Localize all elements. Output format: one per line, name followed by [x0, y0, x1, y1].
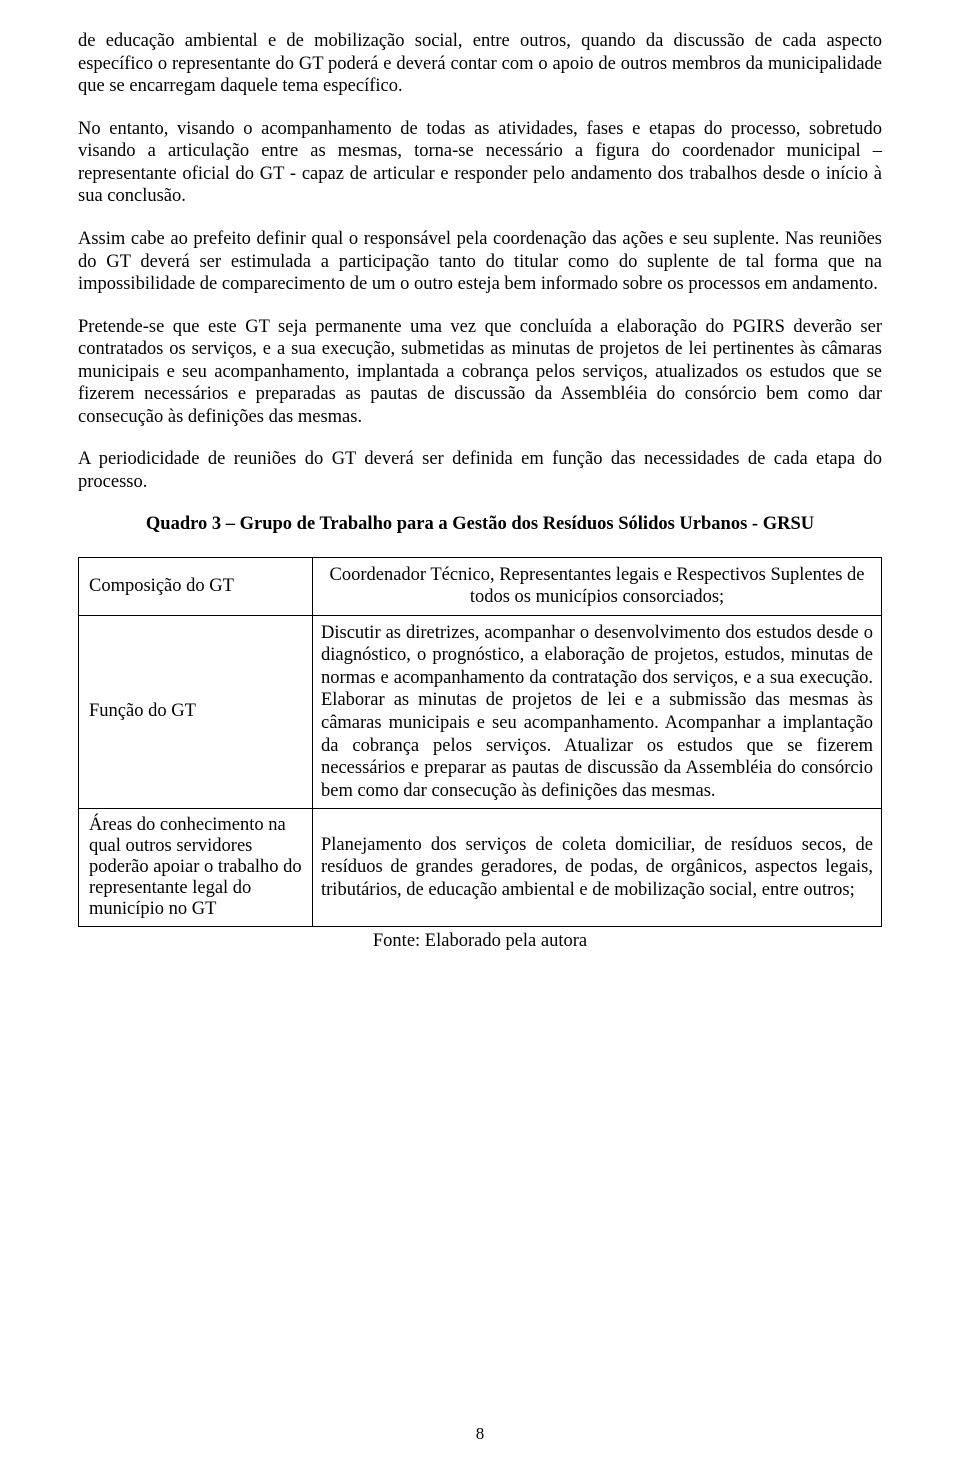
grsu-table: Composição do GT Coordenador Técnico, Re… — [78, 557, 882, 928]
table-row: Composição do GT Coordenador Técnico, Re… — [79, 557, 882, 615]
body-paragraph: No entanto, visando o acompanhamento de … — [78, 118, 882, 208]
table-heading: Quadro 3 – Grupo de Trabalho para a Gest… — [78, 514, 882, 535]
body-paragraph: A periodicidade de reuniões do GT deverá… — [78, 448, 882, 493]
body-paragraph: de educação ambiental e de mobilização s… — [78, 30, 882, 98]
row-label: Composição do GT — [79, 557, 313, 615]
row-content: Discutir as diretrizes, acompanhar o des… — [313, 615, 882, 809]
row-label: Função do GT — [79, 615, 313, 809]
row-content: Planejamento dos serviços de coleta domi… — [313, 809, 882, 927]
body-paragraph: Pretende-se que este GT seja permanente … — [78, 316, 882, 429]
page-number: 8 — [476, 1424, 485, 1444]
table-row: Função do GT Discutir as diretrizes, aco… — [79, 615, 882, 809]
body-paragraph: Assim cabe ao prefeito definir qual o re… — [78, 228, 882, 296]
row-content: Coordenador Técnico, Representantes lega… — [313, 557, 882, 615]
row-label: Áreas do conhecimento na qual outros ser… — [79, 809, 313, 927]
table-source: Fonte: Elaborado pela autora — [78, 931, 882, 952]
document-page: de educação ambiental e de mobilização s… — [0, 0, 960, 1462]
table-row: Áreas do conhecimento na qual outros ser… — [79, 809, 882, 927]
